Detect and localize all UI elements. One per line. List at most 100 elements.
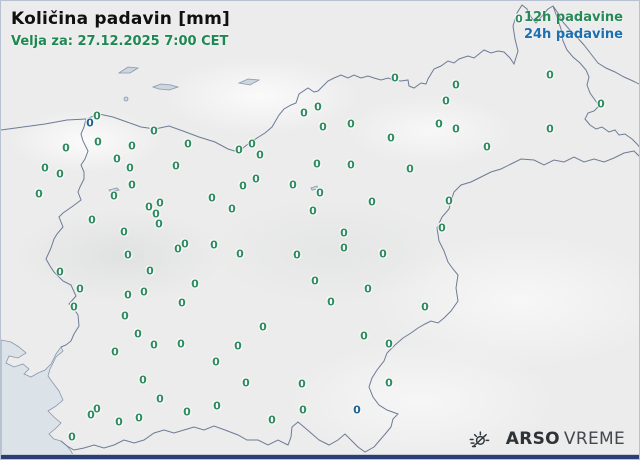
station-value-12h[interactable]: 0	[340, 241, 348, 255]
station-value-12h[interactable]: 0	[172, 159, 180, 173]
station-value-12h[interactable]: 0	[111, 345, 119, 359]
station-value-12h[interactable]: 0	[248, 137, 256, 151]
station-value-12h[interactable]: 0	[314, 100, 322, 114]
station-value-24h[interactable]: 0	[86, 116, 94, 130]
station-value-12h[interactable]: 0	[368, 195, 376, 209]
station-value-12h[interactable]: 0	[300, 106, 308, 120]
station-value-12h[interactable]: 0	[135, 411, 143, 425]
station-value-12h[interactable]: 0	[319, 120, 327, 134]
station-value-12h[interactable]: 0	[94, 135, 102, 149]
station-value-12h[interactable]: 0	[289, 178, 297, 192]
station-value-12h[interactable]: 0	[268, 413, 276, 427]
station-value-12h[interactable]: 0	[150, 338, 158, 352]
station-value-12h[interactable]: 0	[156, 196, 164, 210]
station-value-12h[interactable]: 0	[391, 71, 399, 85]
station-value-12h[interactable]: 0	[68, 430, 76, 444]
station-value-12h[interactable]: 0	[445, 194, 453, 208]
station-value-12h[interactable]: 0	[121, 309, 129, 323]
station-value-12h[interactable]: 0	[208, 191, 216, 205]
station-value-12h[interactable]: 0	[128, 139, 136, 153]
station-value-12h[interactable]: 0	[385, 337, 393, 351]
station-value-12h[interactable]: 0	[140, 285, 148, 299]
station-value-12h[interactable]: 0	[124, 248, 132, 262]
station-value-12h[interactable]: 0	[385, 376, 393, 390]
station-value-12h[interactable]: 0	[452, 122, 460, 136]
station-value-12h[interactable]: 0	[113, 152, 121, 166]
station-value-12h[interactable]: 0	[139, 373, 147, 387]
station-value-12h[interactable]: 0	[70, 300, 78, 314]
station-value-12h[interactable]: 0	[128, 178, 136, 192]
legend-item-12h-padavine[interactable]: 12h padavine	[523, 10, 623, 25]
station-value-12h[interactable]: 0	[120, 225, 128, 239]
station-value-12h[interactable]: 0	[515, 12, 523, 26]
station-value-12h[interactable]: 0	[379, 247, 387, 261]
station-value-12h[interactable]: 0	[88, 213, 96, 227]
station-value-12h[interactable]: 0	[421, 300, 429, 314]
station-value-12h[interactable]: 0	[311, 274, 319, 288]
station-value-12h[interactable]: 0	[239, 179, 247, 193]
station-value-12h[interactable]: 0	[191, 277, 199, 291]
station-value-12h[interactable]: 0	[87, 408, 95, 422]
station-value-12h[interactable]: 0	[236, 247, 244, 261]
station-value-12h[interactable]: 0	[235, 143, 243, 157]
station-value-24h[interactable]: 0	[353, 403, 361, 417]
station-value-12h[interactable]: 0	[210, 238, 218, 252]
station-value-12h[interactable]: 0	[360, 329, 368, 343]
station-value-12h[interactable]: 0	[483, 140, 491, 154]
legend-item-24h-padavine[interactable]: 24h padavine	[523, 26, 623, 42]
station-value-12h[interactable]: 0	[438, 221, 446, 235]
station-value-12h[interactable]: 0	[313, 157, 321, 171]
station-value-12h[interactable]: 0	[155, 217, 163, 231]
station-value-12h[interactable]: 0	[35, 187, 43, 201]
station-value-12h[interactable]: 0	[298, 377, 306, 391]
station-value-12h[interactable]: 0	[228, 202, 236, 216]
station-value-12h[interactable]: 0	[56, 167, 64, 181]
station-value-12h[interactable]: 0	[316, 186, 324, 200]
station-value-12h[interactable]: 0	[597, 97, 605, 111]
station-value-12h[interactable]: 0	[177, 337, 185, 351]
station-value-12h[interactable]: 0	[234, 339, 242, 353]
station-value-12h[interactable]: 0	[347, 158, 355, 172]
station-value-12h[interactable]: 0	[184, 137, 192, 151]
station-value-12h[interactable]: 0	[309, 204, 317, 218]
station-value-12h[interactable]: 0	[259, 320, 267, 334]
station-value-12h[interactable]: 0	[146, 264, 154, 278]
station-value-12h[interactable]: 0	[256, 148, 264, 162]
station-value-12h[interactable]: 0	[76, 282, 84, 296]
station-value-12h[interactable]: 0	[174, 242, 182, 256]
station-value-12h[interactable]: 0	[546, 68, 554, 82]
station-value-12h[interactable]: 0	[134, 327, 142, 341]
station-value-12h[interactable]: 0	[406, 162, 414, 176]
station-value-12h[interactable]: 0	[442, 94, 450, 108]
station-value-12h[interactable]: 0	[387, 131, 395, 145]
station-value-12h[interactable]: 0	[183, 405, 191, 419]
station-value-12h[interactable]: 0	[126, 161, 134, 175]
station-value-12h[interactable]: 0	[145, 200, 153, 214]
station-value-12h[interactable]: 0	[252, 172, 260, 186]
station-value-12h[interactable]: 0	[299, 403, 307, 417]
station-value-12h[interactable]: 0	[62, 141, 70, 155]
station-value-12h[interactable]: 0	[452, 78, 460, 92]
station-value-12h[interactable]: 0	[152, 207, 160, 221]
station-value-12h[interactable]: 0	[181, 237, 189, 251]
station-value-12h[interactable]: 0	[293, 248, 301, 262]
station-value-12h[interactable]: 0	[110, 189, 118, 203]
station-value-12h[interactable]: 0	[347, 117, 355, 131]
station-value-12h[interactable]: 0	[124, 288, 132, 302]
station-value-12h[interactable]: 0	[242, 376, 250, 390]
station-value-12h[interactable]: 0	[340, 226, 348, 240]
station-value-12h[interactable]: 0	[178, 296, 186, 310]
station-value-12h[interactable]: 0	[213, 399, 221, 413]
station-value-12h[interactable]: 0	[115, 415, 123, 429]
station-value-12h[interactable]: 0	[435, 117, 443, 131]
station-value-12h[interactable]: 0	[212, 355, 220, 369]
station-value-12h[interactable]: 0	[93, 109, 101, 123]
station-value-12h[interactable]: 0	[41, 161, 49, 175]
station-value-12h[interactable]: 0	[327, 295, 335, 309]
station-value-12h[interactable]: 0	[156, 392, 164, 406]
station-value-12h[interactable]: 0	[93, 402, 101, 416]
station-value-12h[interactable]: 0	[364, 282, 372, 296]
station-value-12h[interactable]: 0	[150, 124, 158, 138]
station-value-12h[interactable]: 0	[546, 122, 554, 136]
station-value-12h[interactable]: 0	[56, 265, 64, 279]
